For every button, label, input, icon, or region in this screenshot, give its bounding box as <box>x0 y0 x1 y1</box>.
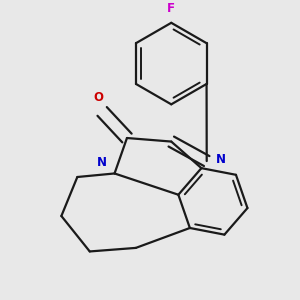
Text: N: N <box>216 153 226 166</box>
Text: N: N <box>97 156 107 169</box>
Text: O: O <box>94 91 103 103</box>
Text: F: F <box>167 2 175 15</box>
